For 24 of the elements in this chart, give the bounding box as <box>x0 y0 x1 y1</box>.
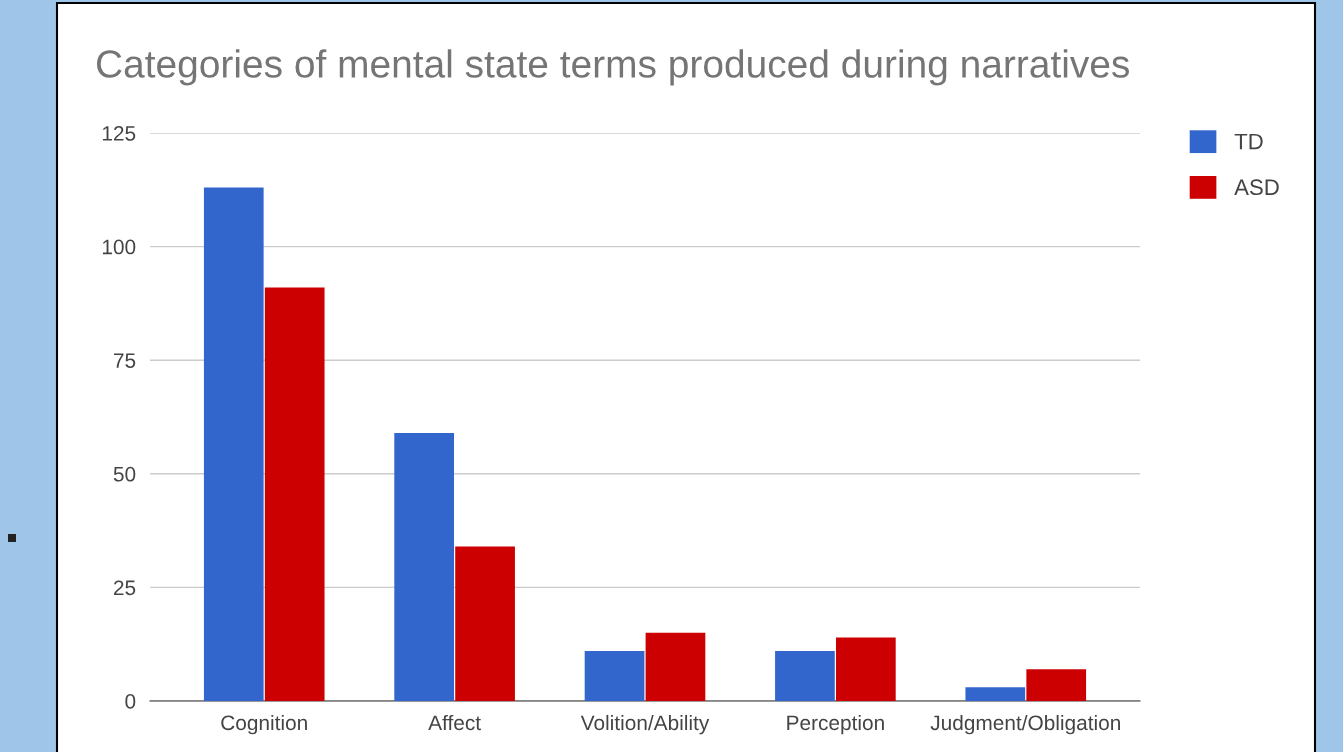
bar <box>835 637 896 701</box>
y-tick-label: 0 <box>125 694 136 709</box>
x-tick-label: Cognition <box>221 714 307 735</box>
y-tick-label: 100 <box>102 239 136 255</box>
bar <box>775 651 835 701</box>
bar <box>645 632 706 701</box>
bar <box>965 687 1026 701</box>
x-tick-label: Affect <box>428 714 481 731</box>
legend-label: TD <box>1234 133 1263 150</box>
bar <box>1026 669 1087 701</box>
bar <box>203 187 264 701</box>
bar <box>584 651 645 701</box>
x-tick-label: Judgment/Obligation <box>930 714 1120 735</box>
x-tick-label: Perception <box>787 714 884 735</box>
bar <box>264 287 325 701</box>
bar <box>455 546 515 701</box>
chart-title: Categories of mental state terms produced during narratives <box>96 49 1129 86</box>
legend-label: ASD <box>1234 179 1279 196</box>
y-tick-label: 125 <box>102 126 136 141</box>
y-tick-label: 25 <box>113 580 136 596</box>
x-tick-label: Volition/Ability <box>580 714 710 735</box>
y-tick-label: 75 <box>114 353 136 368</box>
y-tick-label: 50 <box>113 466 136 482</box>
bar <box>394 432 455 701</box>
